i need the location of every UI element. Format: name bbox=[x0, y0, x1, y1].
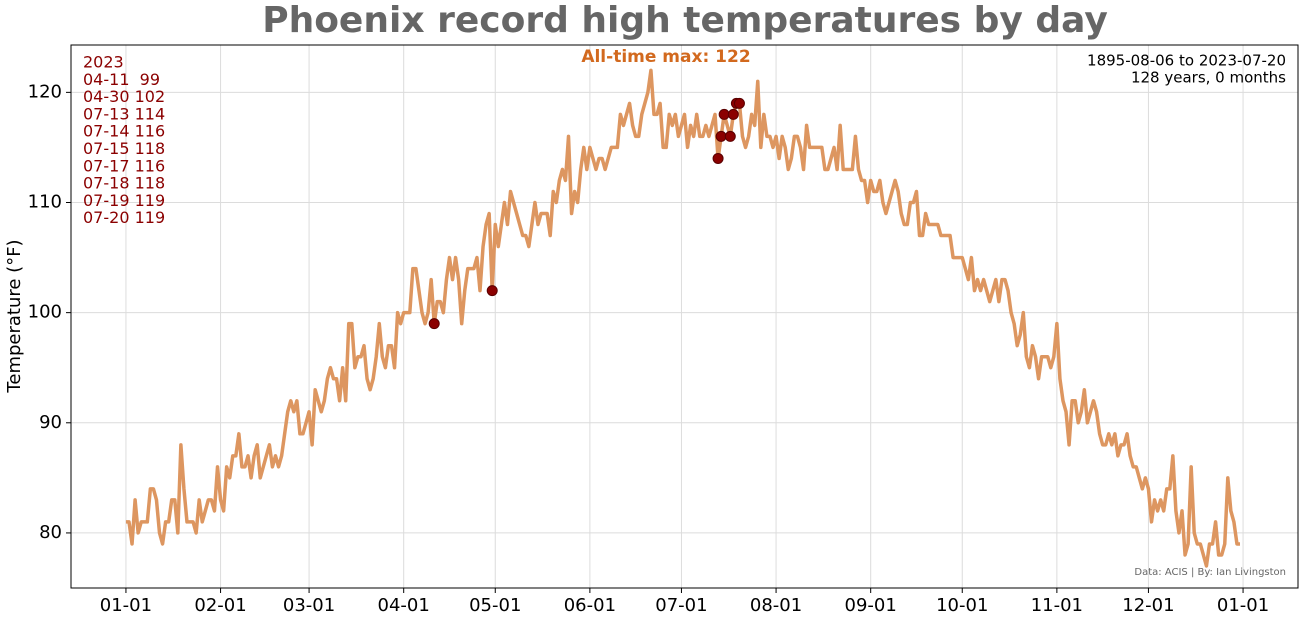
period-text: 1895-08-06 to 2023-07-20 bbox=[1087, 52, 1286, 70]
record-list-text: 07-15 118 bbox=[83, 139, 165, 158]
record-2023-dot bbox=[712, 152, 724, 164]
record-2023-dot bbox=[733, 97, 745, 109]
record-list-text: 07-18 118 bbox=[83, 174, 165, 193]
x-tick-label: 09-01 bbox=[845, 595, 897, 616]
x-tick-label: 07-01 bbox=[655, 595, 707, 616]
record-list-text: 04-30 102 bbox=[83, 87, 165, 106]
plot-frame bbox=[70, 44, 1299, 589]
x-tick-label: 05-01 bbox=[469, 595, 521, 616]
record-list-text: 2023 bbox=[83, 53, 124, 72]
record-list-text: 07-20 119 bbox=[83, 208, 165, 227]
period-text: 128 years, 0 months bbox=[1131, 69, 1286, 87]
record-line bbox=[125, 68, 1241, 568]
x-tick-label: 08-01 bbox=[750, 595, 802, 616]
record-list-text: 07-17 116 bbox=[83, 156, 165, 175]
x-tick-label: 11-01 bbox=[1031, 595, 1083, 616]
record-list-text: 07-14 116 bbox=[83, 122, 165, 141]
x-tick-label: 01-01 bbox=[1217, 595, 1269, 616]
x-tick-label: 02-01 bbox=[194, 595, 246, 616]
record-2023-dot bbox=[727, 108, 739, 120]
record-2023-dot bbox=[718, 108, 730, 120]
record-2023-dot bbox=[428, 318, 440, 330]
record-2023-dot bbox=[715, 130, 727, 142]
y-tick-label: 90 bbox=[39, 412, 62, 433]
x-tick-label: 01-01 bbox=[100, 595, 152, 616]
record-list-text: 07-19 119 bbox=[83, 191, 165, 210]
y-tick-label: 120 bbox=[28, 81, 62, 102]
x-tick-label: 12-01 bbox=[1122, 595, 1174, 616]
x-tick-label: 03-01 bbox=[283, 595, 335, 616]
record-list-text: 04-11 99 bbox=[83, 70, 160, 89]
y-tick-label: 110 bbox=[28, 192, 62, 213]
y-tick-label: 80 bbox=[39, 522, 62, 543]
chart-title: Phoenix record high temperatures by day bbox=[262, 0, 1108, 41]
credit: Data: ACIS | By: Ian Livingston bbox=[1134, 567, 1286, 578]
max-annotation: All-time max: 122 bbox=[581, 47, 750, 67]
y-tick-label: 100 bbox=[28, 302, 62, 323]
x-tick-label: 04-01 bbox=[378, 595, 430, 616]
record-2023-dot bbox=[486, 285, 498, 297]
record-2023-dot bbox=[724, 130, 736, 142]
y-axis-label: Temperature (°F) bbox=[4, 239, 25, 393]
x-tick-label: 10-01 bbox=[936, 595, 988, 616]
x-tick-label: 06-01 bbox=[564, 595, 616, 616]
record-list-text: 07-13 114 bbox=[83, 104, 165, 123]
